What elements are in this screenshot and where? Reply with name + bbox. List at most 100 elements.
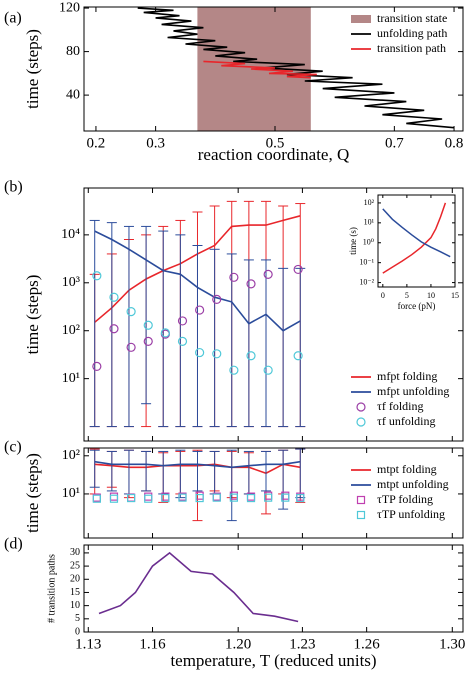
y-tick-label: 10⁰ bbox=[363, 238, 374, 247]
legend-label: mfpt folding bbox=[377, 369, 437, 383]
panel: 0.2 0.3 0.5 0.7 0.8 40 80 120 reaction coordinat… bbox=[4, 0, 464, 164]
series-line bbox=[382, 208, 451, 258]
marker bbox=[293, 351, 303, 361]
y-tick-label: 10⁻¹ bbox=[359, 257, 374, 266]
frame bbox=[83, 544, 464, 633]
plot-area bbox=[137, 7, 455, 131]
frame bbox=[83, 187, 464, 442]
marker bbox=[281, 493, 290, 502]
x-axis-label: force (pN) bbox=[398, 301, 436, 311]
error-bar bbox=[209, 248, 220, 428]
marker bbox=[293, 264, 303, 275]
marker bbox=[144, 494, 153, 503]
error-bar bbox=[226, 449, 237, 522]
series-line bbox=[94, 230, 301, 332]
marker bbox=[212, 294, 222, 305]
marker bbox=[143, 336, 153, 346]
marker bbox=[296, 493, 305, 503]
error-bar bbox=[141, 225, 152, 405]
y-axis-label: time (steps) bbox=[23, 29, 42, 109]
panel-label: (a) bbox=[4, 10, 22, 27]
error-bar bbox=[226, 253, 237, 428]
y-axis-label: # transition paths bbox=[46, 554, 57, 623]
error-bar bbox=[192, 450, 203, 492]
panel: 0 5 10 15 10⁻² 10⁻¹ 10⁰ 10¹ 10² force (pN) time (s… bbox=[348, 194, 459, 311]
marker bbox=[212, 349, 222, 359]
plot-area bbox=[89, 448, 306, 522]
y-tick-label: 10⁻² bbox=[359, 277, 374, 286]
x-tick-label: 5 bbox=[405, 291, 409, 300]
y-tick-label: 10¹ bbox=[364, 218, 375, 227]
series-line bbox=[203, 60, 317, 79]
legend-label: unfolding path bbox=[377, 26, 447, 40]
marker bbox=[195, 347, 205, 358]
y-tick-label: 10² bbox=[62, 323, 80, 338]
error-bar bbox=[141, 450, 152, 492]
panel: 10¹ 10² 10³ 10⁴ time (steps) (b) mfpt foldingm… bbox=[4, 179, 464, 442]
error-bar bbox=[278, 449, 289, 510]
y-tick-label: 40 bbox=[66, 87, 80, 102]
error-bar bbox=[243, 450, 254, 495]
marker bbox=[160, 328, 170, 338]
marker bbox=[109, 324, 119, 334]
marker bbox=[177, 336, 188, 346]
error-bar bbox=[209, 450, 220, 495]
error-bar bbox=[89, 219, 100, 428]
panel: 1.13 1.16 1.20 1.23 1.26 1.30 0 5 10 15 20 25 30 temp… bbox=[4, 536, 465, 670]
y-tick-label: 20 bbox=[70, 574, 80, 585]
plot-area bbox=[98, 551, 299, 623]
marker bbox=[109, 492, 119, 501]
y-axis-label: time (s) bbox=[348, 227, 358, 255]
legend-label: mtpt unfolding bbox=[377, 477, 449, 491]
error-bar bbox=[158, 450, 169, 495]
error-bar bbox=[192, 244, 203, 428]
legend-swatch bbox=[351, 15, 371, 23]
y-tick-label: 5 bbox=[75, 613, 80, 624]
marker bbox=[161, 493, 170, 503]
y-tick-label: 30 bbox=[70, 547, 80, 558]
y-tick-label: 120 bbox=[59, 0, 80, 15]
error-bar bbox=[295, 448, 306, 499]
frame bbox=[377, 194, 456, 288]
marker bbox=[127, 493, 136, 503]
legend-label: τf folding bbox=[377, 399, 423, 413]
panel-label: (d) bbox=[4, 536, 23, 553]
x-tick-label: 1.23 bbox=[289, 636, 315, 652]
y-tick-label: 25 bbox=[70, 560, 80, 571]
marker bbox=[177, 316, 188, 326]
y-axis-label: time (steps) bbox=[23, 275, 42, 355]
x-tick-label: 10 bbox=[427, 291, 435, 300]
legend-swatch bbox=[356, 417, 366, 427]
x-tick-label: 1.20 bbox=[225, 636, 251, 652]
marker bbox=[144, 492, 153, 501]
error-bar bbox=[278, 267, 289, 428]
legend-label: τf unfolding bbox=[377, 414, 435, 428]
x-tick-label: 0.2 bbox=[87, 135, 106, 151]
marker bbox=[92, 271, 102, 281]
y-tick-label: 10² bbox=[62, 448, 80, 463]
y-axis-label: time (steps) bbox=[23, 453, 42, 533]
error-bar bbox=[295, 267, 306, 428]
x-axis-label: temperature, T (reduced units) bbox=[170, 651, 376, 670]
error-bar bbox=[123, 449, 134, 495]
error-bar bbox=[261, 450, 272, 492]
x-tick-label: 0.3 bbox=[146, 135, 165, 151]
legend-label: τTP folding bbox=[377, 492, 433, 506]
x-tick-label: 0.8 bbox=[445, 135, 464, 151]
y-tick-label: 0 bbox=[75, 626, 80, 637]
error-bar bbox=[89, 449, 100, 488]
series-line bbox=[98, 551, 299, 623]
legend-label: mtpt folding bbox=[377, 462, 437, 476]
x-tick-label: 15 bbox=[451, 291, 459, 300]
frame bbox=[83, 447, 464, 539]
x-tick-label: 1.26 bbox=[354, 636, 381, 652]
error-bar bbox=[158, 230, 169, 428]
marker bbox=[246, 493, 256, 503]
error-bar bbox=[123, 225, 134, 428]
y-tick-label: 10 bbox=[70, 600, 80, 611]
plot-area bbox=[382, 202, 451, 274]
legend-swatch bbox=[356, 495, 366, 505]
plot-area bbox=[89, 200, 306, 428]
x-tick-label: 1.16 bbox=[139, 636, 166, 652]
